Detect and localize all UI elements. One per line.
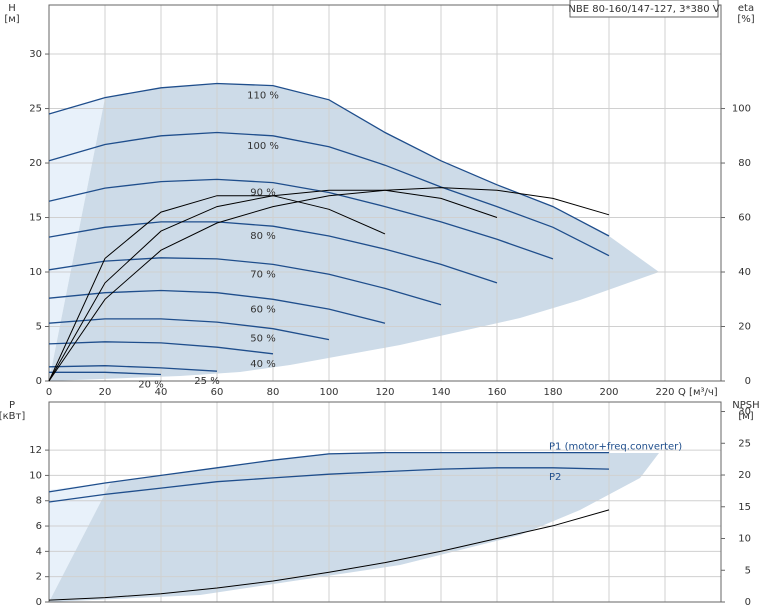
y2-tick-label: 15 [738,502,751,513]
title-box [569,0,719,18]
y-tick-label: 12 [29,445,42,456]
y-tick-label: 4 [36,546,42,557]
y-tick-label: 0 [36,376,42,387]
curve [48,257,442,306]
y2-axis-label: eta [738,3,754,14]
chart-title: NBE 80-160/147-127, 3*380 V [568,4,719,15]
y-tick-label: 20 [29,158,42,169]
curve [48,289,386,324]
y-tick-label: 8 [36,496,42,507]
x-tick-label: 160 [487,387,506,398]
x-tick-label: 180 [543,387,562,398]
y-tick-label: 15 [29,213,42,224]
x-tick-label: 140 [431,387,450,398]
y2-tick-label: 0 [745,597,751,608]
curve [48,221,498,284]
y2-tick-label: 25 [738,438,751,449]
curve-label: 50 % [250,334,275,345]
secondary-curve [48,509,610,601]
x-axis-label: Q [м³/ч] [678,387,718,398]
operating-area-top [49,83,659,381]
y-tick-label: 0 [36,597,42,608]
y2-tick-label: 60 [738,213,751,224]
x-tick-label: 200 [599,387,618,398]
y-tick-label: 6 [36,521,42,532]
x-tick-label: 40 [155,387,168,398]
x-tick-label: 60 [211,387,224,398]
curve [48,467,610,503]
curve-label: 40 % [250,359,275,370]
y2-tick-label: 0 [745,376,751,387]
curve [48,318,330,341]
curve-label: 110 % [247,91,279,102]
curve-label: 80 % [250,231,275,242]
y-tick-label: 10 [29,267,42,278]
y-tick-label: 5 [36,322,42,333]
x-tick-label: 0 [46,387,52,398]
y-axis-unit: [кВт] [0,411,25,422]
y2-axis-unit: [м] [738,411,753,422]
y2-tick-label: 80 [738,158,751,169]
x-tick-label: 220 [655,387,674,398]
curve [48,82,610,237]
curve-label: 90 % [250,188,275,199]
curve [48,451,609,493]
curve-label: 25 % [194,376,219,387]
y2-axis-unit: [%] [737,14,754,25]
x-tick-label: 100 [319,387,338,398]
y2-tick-label: 20 [738,470,751,481]
y-tick-label: 10 [29,470,42,481]
x-tick-label: 80 [267,387,280,398]
y2-tick-label: 5 [745,565,751,576]
secondary-curve [48,187,610,382]
y-tick-label: 30 [29,49,42,60]
y-axis-label: H [8,3,16,14]
curve-label: 60 % [250,304,275,315]
curve [48,131,610,257]
curve [49,371,162,376]
curve [48,365,218,372]
y2-tick-label: 100 [732,104,751,115]
curve-label: 70 % [250,269,275,280]
curve-label: P1 (motor+freq.converter) [549,442,682,453]
y2-tick-label: 40 [738,267,751,278]
y-axis-unit: [м] [4,14,19,25]
secondary-curve [48,195,386,382]
curve [48,341,274,355]
curve-label: P2 [549,472,561,483]
operating-area-bottom [49,453,659,602]
curve-label: 100 % [247,141,279,152]
y-tick-label: 2 [36,572,42,583]
curve [48,178,554,260]
x-tick-label: 120 [375,387,394,398]
y2-tick-label: 10 [738,534,751,545]
y2-tick-label: 30 [738,407,751,418]
y-axis-label: P [9,400,15,411]
chart-layer: 0 20 40 60 80 100 120 140 160 180 200 2200510152025… [0,3,760,608]
y2-axis-label: NPSH [732,400,759,411]
plot-frame [48,4,722,382]
x-tick-label: 20 [99,387,112,398]
y-tick-label: 25 [29,104,42,115]
curve-label: 20 % [138,379,163,390]
y2-tick-label: 20 [738,322,751,333]
